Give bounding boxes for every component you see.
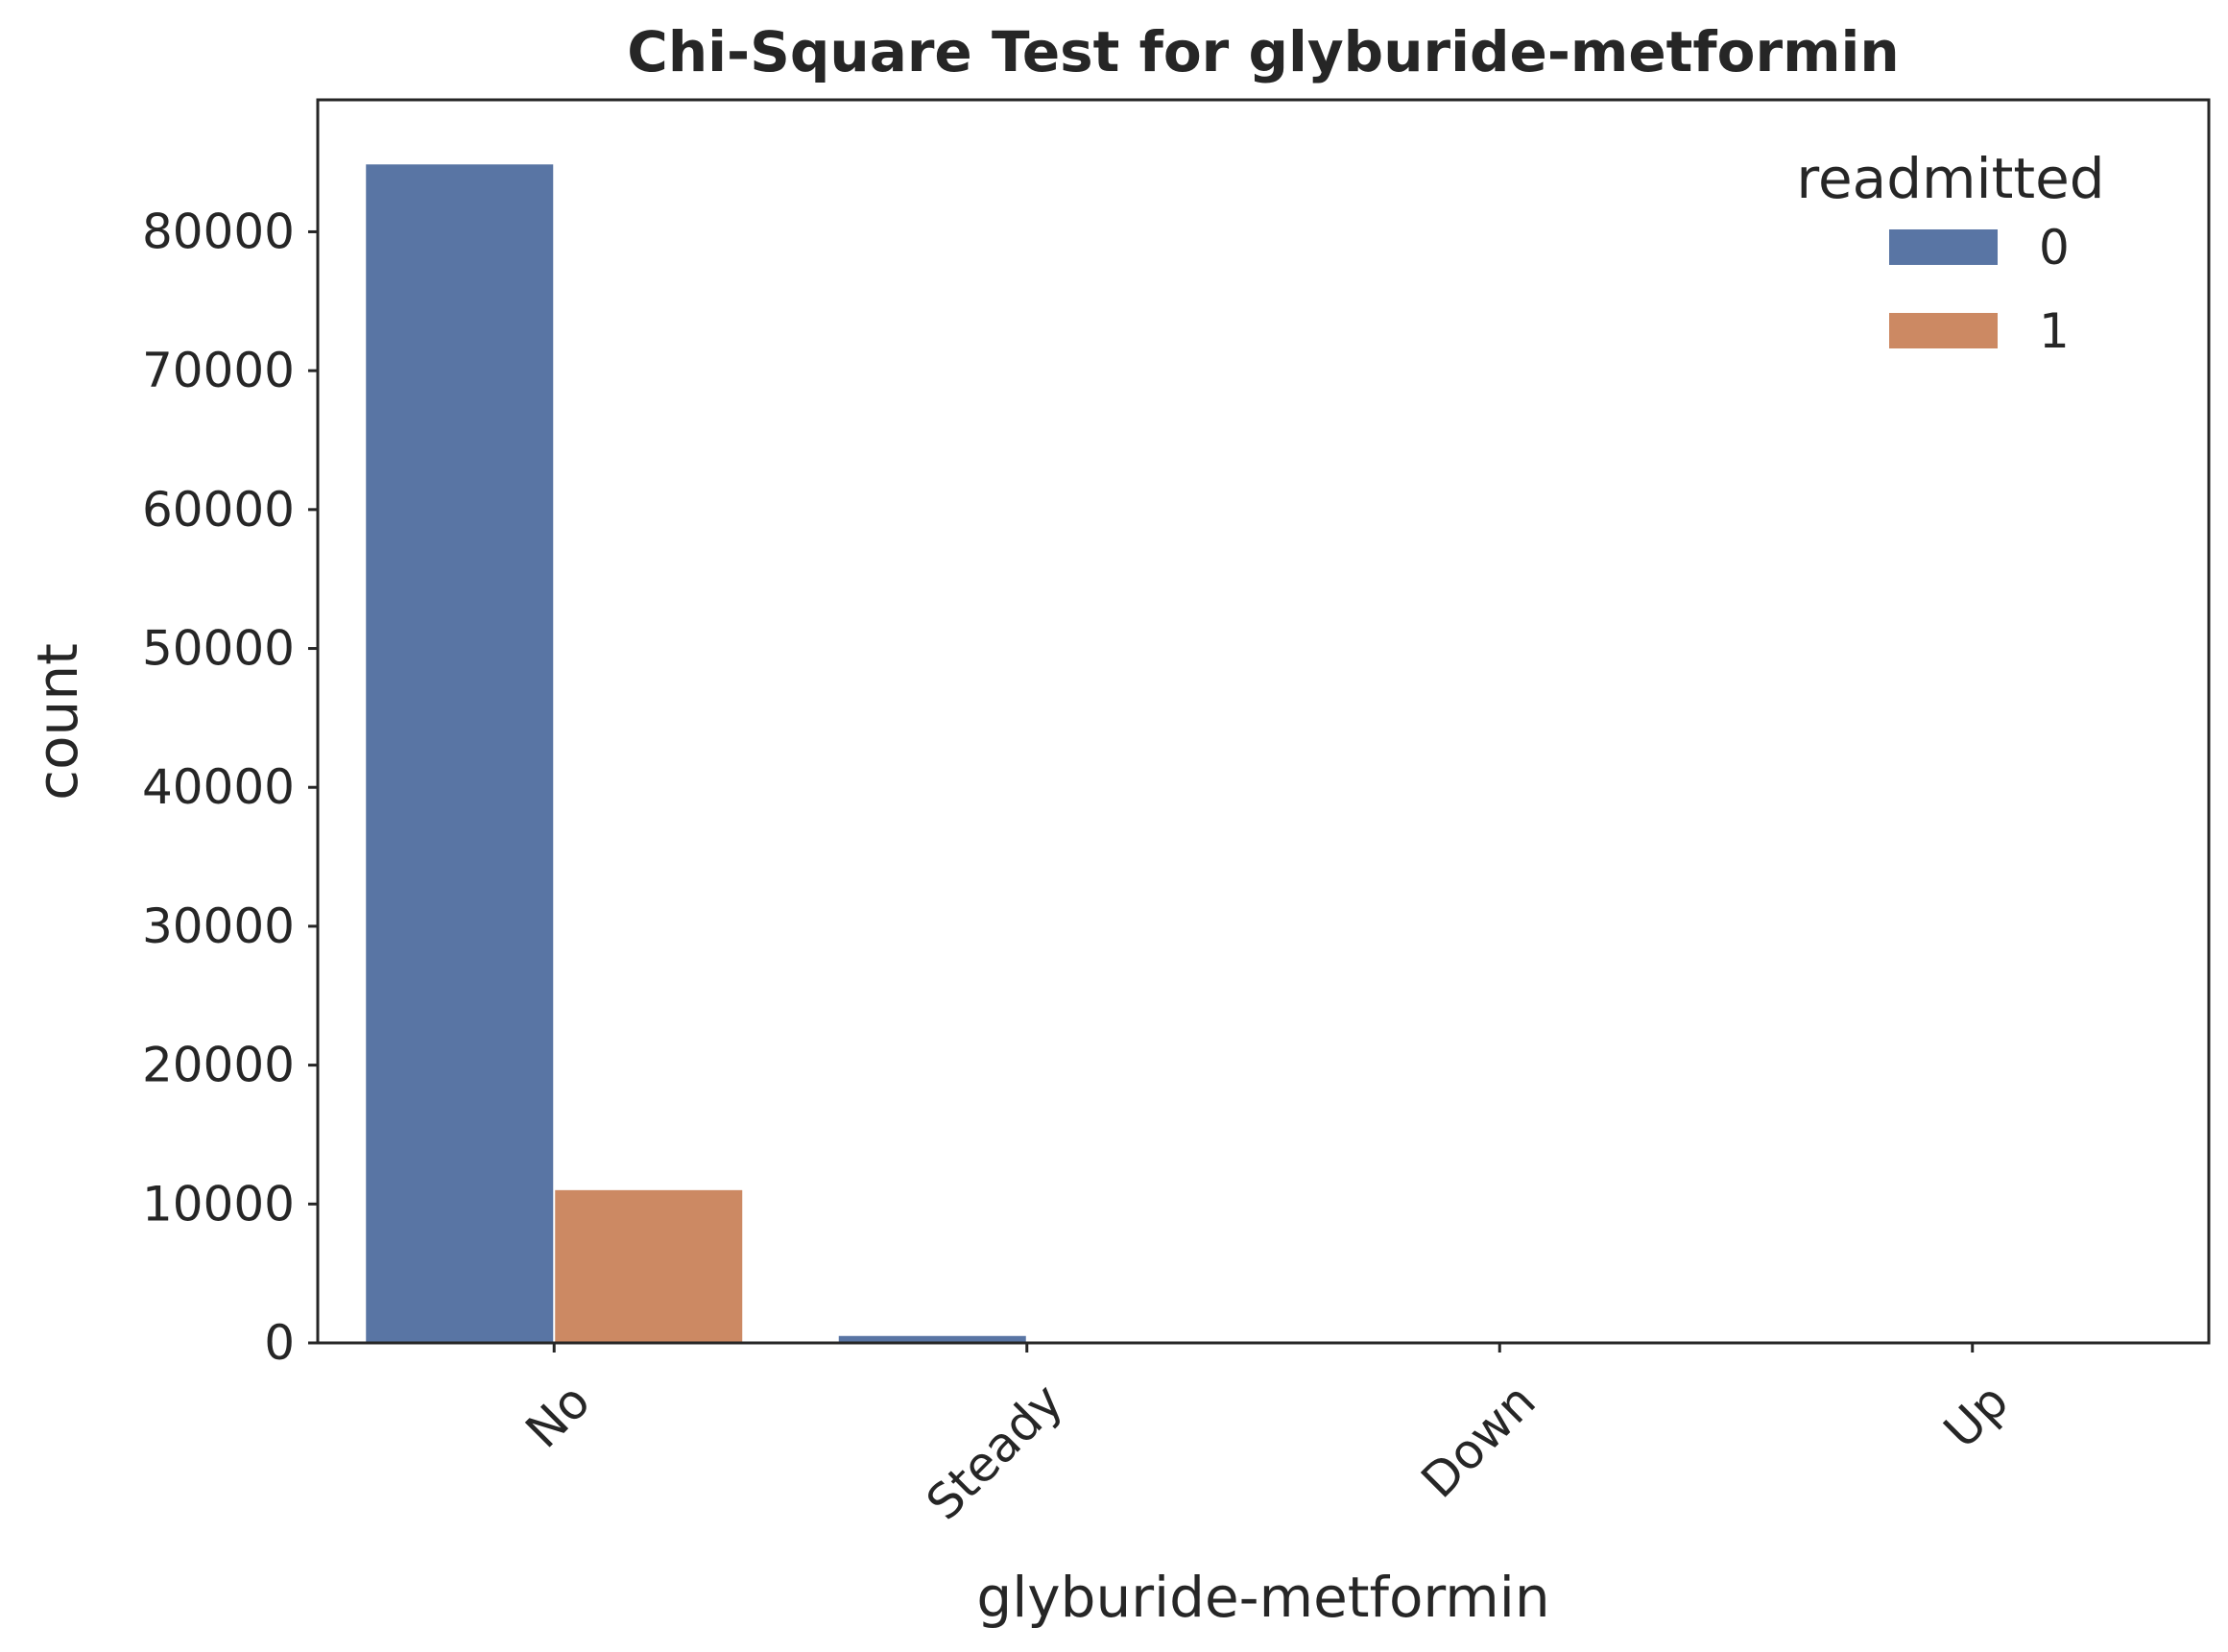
y-tick-label: 60000 <box>142 482 295 538</box>
y-tick-label: 70000 <box>142 343 295 398</box>
legend-label-1: 1 <box>2039 303 2070 359</box>
legend: readmitted 01 <box>1796 146 2104 359</box>
plot-frame <box>316 98 2211 1345</box>
legend-title: readmitted <box>1796 146 2104 211</box>
legend-label-0: 0 <box>2039 220 2070 275</box>
x-axis-ticks: No Steady Down Up <box>515 1343 2019 1531</box>
legend-swatch-0 <box>1889 229 1998 265</box>
legend-swatch-1 <box>1889 313 1998 348</box>
bars-layer <box>366 164 1972 1344</box>
y-tick-label: 0 <box>264 1315 295 1371</box>
bar-no-series-0 <box>366 164 554 1344</box>
y-tick-label: 20000 <box>142 1038 295 1093</box>
x-tick-label-no: No <box>515 1373 601 1458</box>
x-tick-label-up: Up <box>1933 1373 2019 1458</box>
x-tick-label-steady: Steady <box>916 1373 1073 1530</box>
y-axis-label: count <box>25 643 90 801</box>
y-axis-ticks: 0 10000 20000 30000 40000 50000 60000 70000 8000… <box>142 204 318 1371</box>
y-tick-label: 40000 <box>142 759 295 815</box>
y-tick-label: 80000 <box>142 204 295 259</box>
chart-title: Chi-Square Test for glyburide-metformin <box>627 19 1899 84</box>
x-axis-label: glyburide-metformin <box>976 1565 1549 1630</box>
legend-items: 01 <box>1889 220 2070 359</box>
bar-steady-series-0 <box>838 1335 1026 1343</box>
y-tick-label: 50000 <box>142 621 295 677</box>
y-tick-label: 10000 <box>142 1176 295 1232</box>
bar-no-series-1 <box>555 1189 743 1343</box>
x-tick-label-down: Down <box>1411 1373 1546 1508</box>
y-tick-label: 30000 <box>142 898 295 954</box>
